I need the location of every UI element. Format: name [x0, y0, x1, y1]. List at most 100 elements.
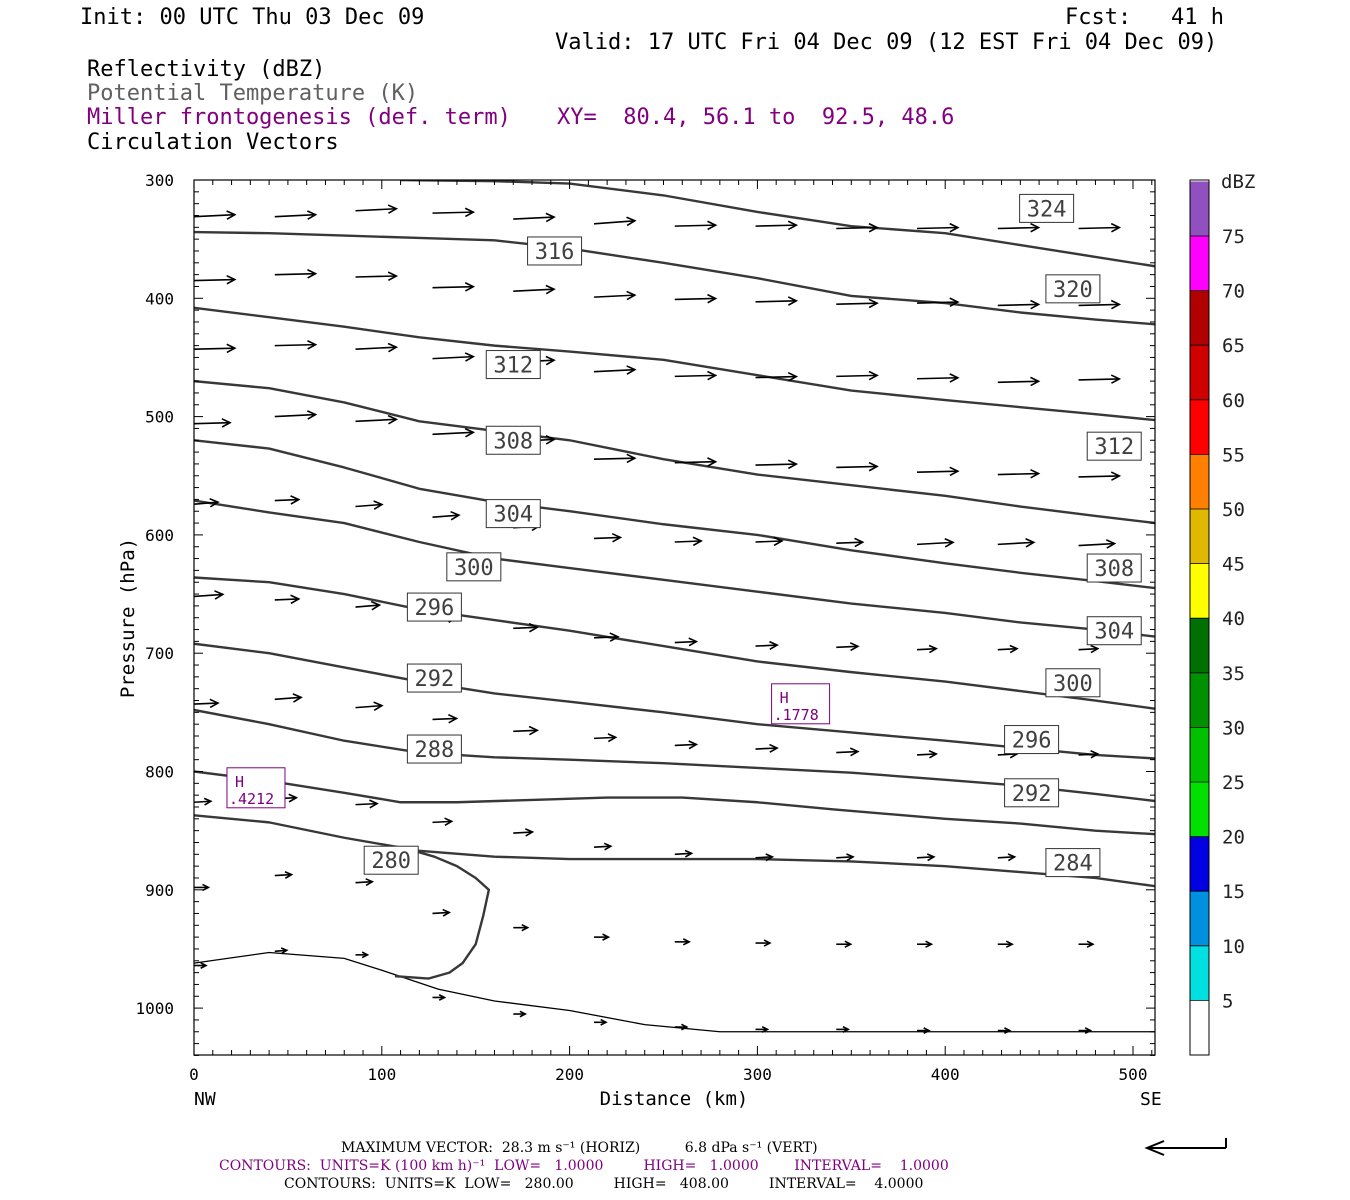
circulation-vector — [674, 740, 699, 750]
colorbar-cell-55 — [1190, 399, 1209, 455]
frontogenesis-max-value-1: .1778 — [774, 706, 819, 724]
y-tick-label: 300 — [145, 171, 174, 190]
circulation-vector — [1078, 299, 1122, 310]
circulation-vector — [674, 370, 718, 381]
max-vector-note: MAXIMUM VECTOR: 28.3 m s⁻¹ (HORIZ) 6.8 d… — [341, 1140, 818, 1156]
contour-label-308-east-box — [1086, 553, 1142, 583]
circulation-vector — [997, 644, 1019, 654]
circulation-vector — [593, 632, 620, 642]
circulation-vector — [513, 622, 540, 633]
contour-label-300-box — [446, 552, 502, 582]
contour-label-296-east: 296 — [1012, 729, 1052, 754]
circulation-vector — [917, 1027, 931, 1035]
circulation-vector — [355, 701, 384, 711]
circulation-vector — [674, 849, 694, 858]
circulation-vector — [916, 537, 955, 548]
contour-label-280-box — [363, 845, 419, 875]
circulation-vector — [755, 640, 779, 650]
circulation-vector — [194, 210, 237, 220]
contour-label-300-east-box — [1045, 668, 1101, 698]
circulation-vector — [593, 532, 623, 543]
frontogenesis-max-label-0: H — [235, 773, 244, 791]
colorbar-cell-10 — [1190, 891, 1209, 946]
contour-label-320: 320 — [1053, 278, 1093, 303]
forecast-hour: Fcst: 41 h — [1065, 5, 1224, 30]
contour-label-288: 288 — [415, 738, 455, 763]
circulation-vector — [1078, 374, 1122, 384]
colorbar-cell-15 — [1190, 836, 1209, 892]
circulation-vector — [355, 500, 384, 510]
theta-contour-280 — [394, 848, 491, 980]
frontogenesis-max-box-0 — [226, 767, 286, 809]
colorbar-label-50: 50 — [1222, 499, 1245, 521]
field-circulation: Circulation Vectors — [87, 130, 339, 155]
contour-label-308-east: 308 — [1094, 557, 1134, 582]
circulation-vector — [355, 204, 399, 214]
y-axis-label: Pressure (hPa) — [117, 538, 139, 698]
colorbar-cell-20 — [1190, 782, 1209, 837]
circulation-vector — [593, 733, 618, 743]
circulation-vector — [194, 418, 232, 428]
contour-label-312-east-box — [1086, 431, 1142, 461]
circulation-vector — [593, 453, 637, 464]
contour-label-312-east: 312 — [1094, 435, 1134, 460]
contours-theta-note: CONTOURS: UNITS=K LOW= 280.00 HIGH= 408.… — [284, 1176, 924, 1192]
valid-time: Valid: 17 UTC Fri 04 Dec 09 (12 EST Fri … — [555, 30, 1218, 55]
circulation-vector — [836, 461, 879, 472]
circulation-vector — [355, 414, 399, 425]
colorbar-label-10: 10 — [1222, 936, 1245, 958]
circulation-vector — [355, 600, 382, 611]
circulation-vector — [917, 222, 960, 233]
circulation-vector — [355, 878, 375, 887]
circulation-vector — [917, 373, 960, 383]
circulation-vector — [194, 497, 220, 508]
theta-contour-312 — [194, 379, 1155, 525]
circulation-vector — [432, 908, 452, 917]
x-tick-label: 200 — [555, 1065, 584, 1084]
circulation-vector — [274, 870, 294, 879]
colorbar-cell-above — [1190, 180, 1209, 182]
colorbar-label-40: 40 — [1222, 608, 1245, 630]
circulation-vector — [274, 210, 318, 220]
circulation-vector — [513, 284, 556, 295]
y-tick-label: 500 — [145, 408, 174, 427]
circulation-vector — [755, 853, 775, 862]
circulation-vector — [917, 466, 960, 477]
circulation-vector — [1078, 750, 1100, 759]
contour-label-292: 292 — [415, 667, 455, 692]
circulation-vector — [432, 352, 476, 362]
contour-label-296-box — [406, 592, 462, 622]
contour-label-324-box — [1019, 193, 1075, 223]
circulation-vector — [274, 410, 318, 420]
circulation-vector — [355, 799, 379, 809]
colorbar-label-5: 5 — [1222, 990, 1233, 1012]
contour-label-284-box — [1045, 848, 1101, 878]
circulation-vector — [1078, 539, 1117, 549]
colorbar-label-75: 75 — [1222, 226, 1245, 248]
frontogenesis-max-value-0: .4212 — [229, 790, 274, 808]
circulation-vector — [917, 940, 934, 948]
circulation-vector — [274, 594, 301, 605]
theta-contour-304 — [194, 499, 1155, 638]
contour-label-316: 316 — [535, 240, 575, 265]
circulation-vector — [593, 290, 637, 301]
circulation-vector — [997, 222, 1041, 233]
circulation-vector — [593, 216, 637, 227]
contour-label-308: 308 — [493, 429, 533, 454]
contour-label-292-east-box — [1004, 778, 1060, 808]
reference-vector-icon — [1144, 1138, 1227, 1156]
contour-label-296: 296 — [415, 596, 455, 621]
circulation-vector — [836, 222, 879, 233]
theta-contour-320 — [194, 230, 1155, 326]
circulation-vector — [194, 962, 208, 969]
contour-label-296-east-box — [1004, 725, 1060, 755]
colorbar-cell-35 — [1190, 618, 1209, 673]
contour-label-292-east: 292 — [1012, 782, 1052, 807]
colorbar-cell-30 — [1190, 672, 1209, 728]
circulation-vector — [1078, 222, 1122, 233]
colorbar-label-70: 70 — [1222, 281, 1245, 303]
circulation-vector — [194, 590, 225, 600]
colorbar-label-65: 65 — [1222, 335, 1245, 357]
circulation-vector — [194, 797, 213, 806]
